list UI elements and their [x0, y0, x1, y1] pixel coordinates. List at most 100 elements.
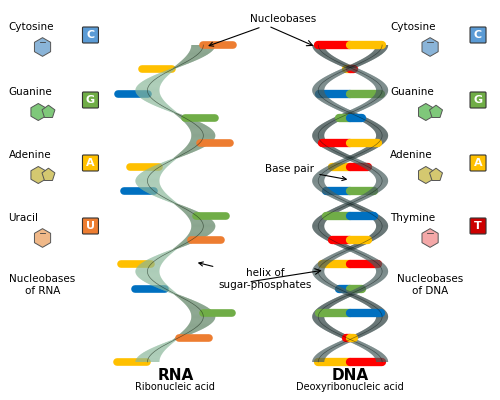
Polygon shape — [374, 322, 386, 323]
Polygon shape — [368, 125, 380, 126]
Polygon shape — [341, 202, 354, 203]
Polygon shape — [136, 180, 160, 181]
Polygon shape — [376, 138, 388, 139]
Polygon shape — [352, 244, 366, 245]
Polygon shape — [312, 317, 324, 318]
Polygon shape — [358, 119, 370, 120]
Polygon shape — [171, 293, 177, 294]
Polygon shape — [334, 117, 347, 118]
Polygon shape — [360, 256, 373, 257]
Polygon shape — [336, 342, 349, 343]
Polygon shape — [190, 311, 213, 312]
Polygon shape — [332, 299, 345, 300]
Polygon shape — [317, 172, 330, 173]
Polygon shape — [317, 98, 330, 99]
Polygon shape — [174, 113, 180, 114]
Polygon shape — [376, 178, 388, 179]
Polygon shape — [136, 269, 160, 270]
FancyBboxPatch shape — [82, 155, 98, 171]
Polygon shape — [343, 158, 356, 159]
Polygon shape — [336, 245, 349, 246]
Polygon shape — [338, 341, 351, 342]
Polygon shape — [320, 146, 333, 147]
Polygon shape — [147, 78, 165, 79]
Polygon shape — [356, 118, 370, 119]
Text: A: A — [474, 158, 482, 168]
Polygon shape — [316, 188, 329, 189]
Polygon shape — [312, 179, 324, 180]
Polygon shape — [182, 301, 196, 302]
Polygon shape — [344, 67, 356, 68]
Polygon shape — [368, 191, 380, 192]
Polygon shape — [376, 225, 388, 226]
Polygon shape — [364, 57, 378, 58]
Polygon shape — [158, 164, 170, 165]
Polygon shape — [373, 265, 386, 266]
Polygon shape — [164, 342, 173, 343]
Polygon shape — [320, 261, 332, 262]
Polygon shape — [190, 219, 212, 220]
Polygon shape — [316, 323, 328, 324]
Polygon shape — [312, 227, 324, 228]
Polygon shape — [357, 333, 370, 334]
Polygon shape — [191, 318, 215, 319]
Polygon shape — [374, 231, 386, 232]
Polygon shape — [374, 321, 386, 322]
Polygon shape — [148, 259, 166, 260]
Polygon shape — [322, 168, 336, 169]
Polygon shape — [155, 165, 169, 166]
Polygon shape — [312, 135, 324, 136]
Polygon shape — [348, 65, 362, 66]
Polygon shape — [337, 297, 350, 298]
Polygon shape — [336, 206, 350, 207]
Polygon shape — [192, 226, 216, 227]
Polygon shape — [348, 156, 361, 157]
Polygon shape — [376, 271, 388, 272]
Polygon shape — [324, 77, 336, 78]
Polygon shape — [185, 147, 204, 148]
Polygon shape — [190, 220, 212, 221]
Polygon shape — [176, 64, 186, 65]
Polygon shape — [370, 262, 383, 263]
Polygon shape — [191, 223, 215, 224]
Polygon shape — [366, 78, 378, 79]
Polygon shape — [352, 207, 365, 208]
Polygon shape — [180, 300, 194, 301]
Polygon shape — [192, 135, 216, 136]
Polygon shape — [376, 179, 388, 180]
Polygon shape — [360, 331, 373, 332]
Polygon shape — [312, 136, 324, 137]
Polygon shape — [136, 87, 160, 88]
Polygon shape — [373, 277, 386, 278]
Polygon shape — [320, 125, 332, 126]
Polygon shape — [366, 259, 378, 260]
Polygon shape — [339, 205, 352, 206]
Polygon shape — [190, 320, 214, 321]
Polygon shape — [175, 114, 182, 115]
Text: C: C — [86, 30, 94, 40]
Text: Deoxyribonucleic acid: Deoxyribonucleic acid — [296, 382, 404, 392]
Polygon shape — [340, 156, 352, 157]
Polygon shape — [371, 308, 384, 309]
Polygon shape — [328, 286, 341, 287]
Polygon shape — [312, 359, 324, 360]
Polygon shape — [168, 69, 175, 70]
Polygon shape — [136, 267, 160, 268]
Polygon shape — [166, 110, 175, 111]
Polygon shape — [373, 141, 386, 142]
Polygon shape — [326, 149, 338, 150]
Polygon shape — [184, 239, 200, 240]
Polygon shape — [312, 315, 324, 316]
Polygon shape — [330, 197, 343, 198]
Polygon shape — [312, 271, 324, 272]
Polygon shape — [314, 265, 327, 266]
Polygon shape — [338, 65, 351, 66]
Polygon shape — [366, 169, 380, 170]
Polygon shape — [364, 193, 377, 194]
Polygon shape — [184, 213, 202, 214]
Polygon shape — [328, 256, 340, 257]
Polygon shape — [330, 255, 342, 256]
Polygon shape — [317, 263, 330, 264]
Polygon shape — [154, 105, 169, 106]
Polygon shape — [336, 290, 349, 291]
